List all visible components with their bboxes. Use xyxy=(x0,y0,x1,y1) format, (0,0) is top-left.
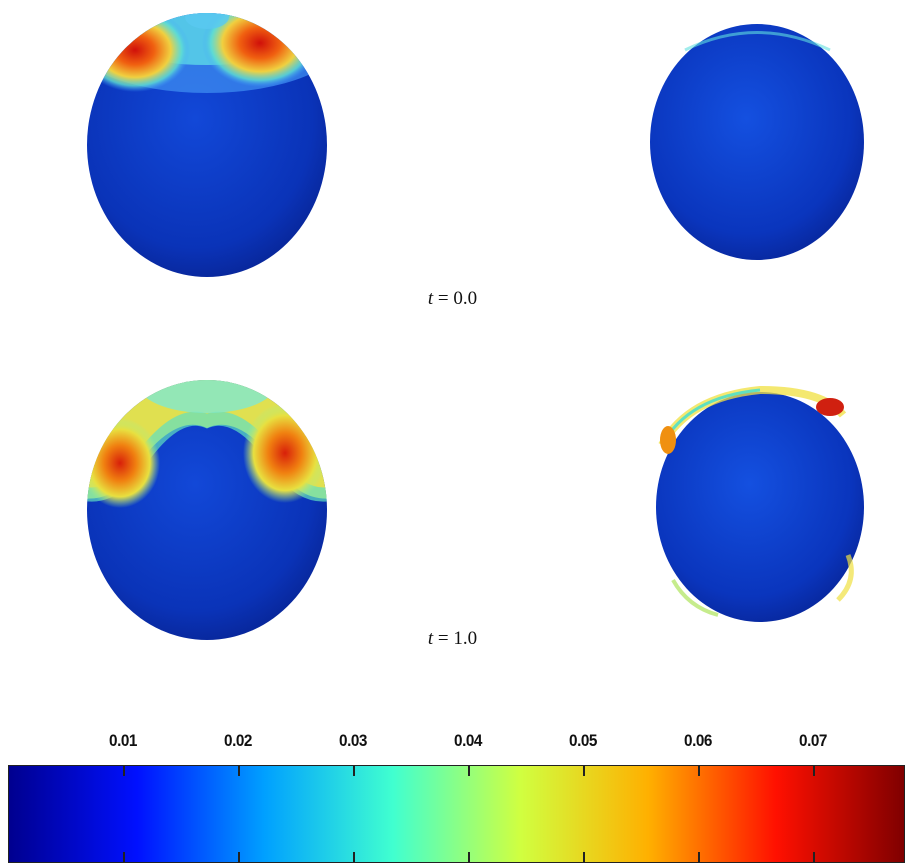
sphere-t0-view2 xyxy=(650,24,864,260)
colorbar-tick-mark xyxy=(468,852,470,862)
colorbar-tick-mark xyxy=(698,852,700,862)
colorbar-tick-mark xyxy=(468,766,470,776)
colorbar: 0.01 0.02 0.03 0.04 0.05 0.06 0.07 xyxy=(0,715,905,865)
colorbar-tick-label: 0.04 xyxy=(454,731,482,750)
colorbar-tick-mark xyxy=(698,766,700,776)
sphere-t1-view2 xyxy=(656,385,864,622)
colorbar-tick-mark xyxy=(583,852,585,862)
caption-t1: t = 1.0 xyxy=(427,628,478,649)
colorbar-tick-label: 0.03 xyxy=(339,731,367,750)
colorbar-tick-mark xyxy=(813,766,815,776)
colorbar-tick-mark xyxy=(123,766,125,776)
colorbar-tick-label: 0.05 xyxy=(569,731,597,750)
colorbar-gradient xyxy=(8,765,905,863)
colorbar-tick-mark xyxy=(353,852,355,862)
colorbar-tick-mark xyxy=(583,766,585,776)
colorbar-tick-label: 0.06 xyxy=(684,731,712,750)
colorbar-tick-label: 0.01 xyxy=(109,731,137,750)
sphere-t0-view1 xyxy=(87,13,327,277)
colorbar-tick-mark xyxy=(353,766,355,776)
colorbar-tick-mark xyxy=(238,766,240,776)
sphere-t1-view1 xyxy=(87,380,327,640)
colorbar-tick-mark xyxy=(238,852,240,862)
colorbar-tick-mark xyxy=(123,852,125,862)
colorbar-tick-mark xyxy=(813,852,815,862)
colorbar-tick-label: 0.02 xyxy=(224,731,252,750)
caption-t0: t = 0.0 xyxy=(427,288,478,309)
colorbar-tick-label: 0.07 xyxy=(799,731,827,750)
